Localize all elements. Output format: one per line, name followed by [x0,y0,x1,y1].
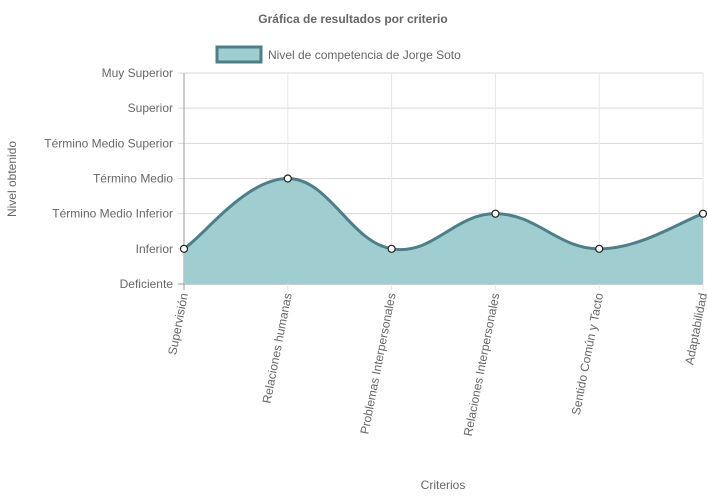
x-tick-label: Adaptabilidad [682,292,707,366]
y-tick-label: Término Medio [93,172,173,186]
x-tick-label: Sentido Común y Tacto [569,292,606,417]
data-point[interactable] [491,209,500,218]
data-point[interactable] [595,244,604,253]
y-tick-label: Superior [128,101,173,115]
data-point[interactable] [283,174,292,183]
y-tick-label: Término Medio Inferior [52,207,173,221]
y-tick-label: Deficiente [120,277,174,291]
x-tick-label: Supervisión [165,292,191,356]
legend-swatch [215,45,263,64]
data-points[interactable] [179,174,707,253]
chart-title: Gráfica de resultados por criterio [258,12,447,26]
series-area-fill [184,178,703,284]
data-point[interactable] [698,209,707,218]
x-axis-label: Criterios [421,478,466,492]
data-point[interactable] [387,244,396,253]
y-tick-label: Muy Superior [102,66,173,80]
x-axis-ticks: Supervisión Relaciones humanas Problemas I… [165,292,707,438]
legend-label: Nivel de competencia de Jorge Soto [268,48,461,62]
y-tick-label: Término Medio Superior [44,136,173,150]
x-tick-label: Problemas Interpersonales [357,292,398,435]
y-axis-label: Nivel obtenido [5,141,19,217]
x-tick-label: Relaciones humanas [260,292,295,405]
x-tick-label: Relaciones Interpersonales [461,292,502,437]
data-point[interactable] [179,244,189,253]
y-tick-label: Inferior [136,242,173,256]
y-axis-ticks: Deficiente Inferior Término Medio Inferior… [44,66,173,291]
legend[interactable]: Nivel de competencia de Jorge Soto [215,45,461,64]
series-area [183,176,704,284]
